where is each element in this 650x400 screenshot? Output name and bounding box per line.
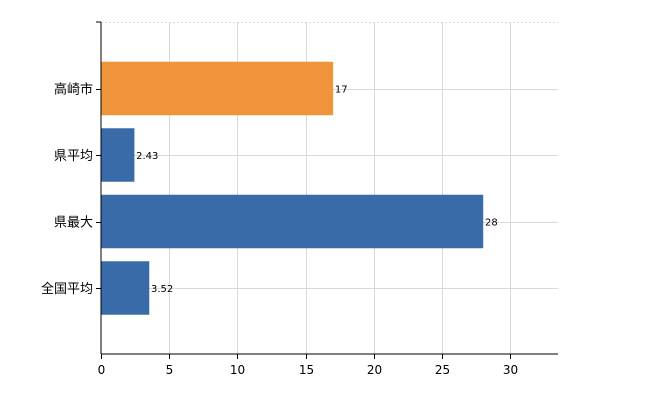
- x-tick-label: 30: [503, 363, 518, 377]
- x-tick-label: 5: [166, 363, 174, 377]
- x-tick-label: 15: [299, 363, 314, 377]
- bar: [100, 261, 150, 315]
- data-label: 3.52: [151, 284, 173, 295]
- label-layer: 0 5 10 15 20 25 30 高崎市 17 県平均 2.43 県最大 28 全国平均 3.52: [41, 82, 518, 378]
- bar-layer: [100, 61, 484, 315]
- data-label: 28: [485, 218, 498, 229]
- bar: [100, 194, 484, 249]
- axis-layer: [96, 21, 558, 359]
- bar: [100, 61, 334, 116]
- x-tick-label: 25: [435, 363, 450, 377]
- x-tick-label: 0: [98, 363, 106, 377]
- data-label: 2.43: [136, 151, 158, 162]
- data-label: 17: [335, 85, 348, 96]
- category-label: 全国平均: [41, 281, 93, 297]
- x-tick-label: 10: [230, 363, 245, 377]
- bar: [100, 128, 135, 182]
- category-label: 県最大: [54, 216, 93, 231]
- category-label: 高崎市: [54, 82, 93, 98]
- category-label: 県平均: [54, 149, 93, 164]
- x-tick-label: 20: [367, 363, 382, 377]
